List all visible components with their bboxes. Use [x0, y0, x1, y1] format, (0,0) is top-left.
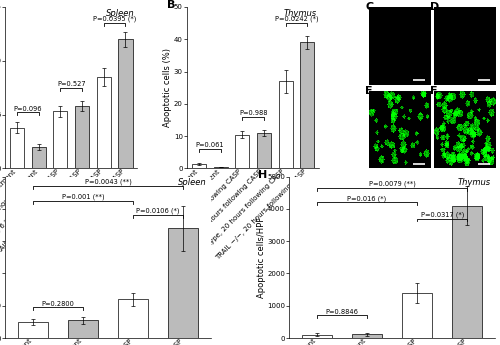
Text: Spleen: Spleen — [178, 178, 207, 187]
Bar — [75, 106, 89, 168]
Text: P=0.8846: P=0.8846 — [326, 309, 358, 315]
Bar — [118, 39, 132, 168]
Text: P=0.001 (**): P=0.001 (**) — [62, 194, 104, 200]
Text: F: F — [430, 86, 438, 96]
Text: P=0.096: P=0.096 — [14, 106, 42, 111]
Bar — [352, 334, 382, 338]
Text: P=0.016 (*): P=0.016 (*) — [348, 195, 387, 201]
Text: P=0.0317 (*): P=0.0317 (*) — [420, 211, 464, 218]
Text: P=0.527: P=0.527 — [57, 81, 86, 87]
Text: Thymus: Thymus — [458, 178, 491, 187]
Bar — [302, 335, 332, 338]
Y-axis label: Apoptotic cells/HPF: Apoptotic cells/HPF — [256, 217, 266, 298]
Bar — [214, 167, 228, 168]
Bar — [54, 111, 68, 168]
Bar — [68, 320, 98, 338]
Bar — [10, 128, 24, 168]
Text: P=0.061: P=0.061 — [196, 142, 224, 148]
Text: D: D — [430, 2, 440, 12]
Bar — [96, 77, 111, 168]
Bar — [402, 293, 432, 338]
Bar — [278, 81, 293, 168]
Bar — [118, 299, 148, 338]
Text: P=0.0395 (*): P=0.0395 (*) — [93, 16, 136, 22]
Bar — [32, 147, 46, 168]
Bar — [18, 322, 48, 338]
Text: P=0.0106 (*): P=0.0106 (*) — [136, 208, 180, 215]
Text: B: B — [167, 0, 175, 10]
Y-axis label: Apoptotic cells (%): Apoptotic cells (%) — [164, 48, 172, 127]
Bar — [300, 42, 314, 168]
Text: P=0.988: P=0.988 — [239, 110, 268, 116]
Bar — [452, 206, 482, 338]
Text: Thymus: Thymus — [284, 9, 316, 18]
Text: P=0.0043 (**): P=0.0043 (**) — [84, 179, 132, 185]
Bar — [257, 133, 271, 168]
Text: C: C — [365, 2, 374, 12]
Text: Spleen: Spleen — [106, 9, 135, 18]
Bar — [192, 164, 206, 168]
Text: H: H — [258, 170, 268, 180]
Bar — [235, 135, 250, 168]
Bar — [168, 228, 198, 338]
Text: P=0.0242 (*): P=0.0242 (*) — [275, 16, 318, 22]
Text: P=0.0079 (**): P=0.0079 (**) — [368, 180, 416, 187]
Text: P=0.2800: P=0.2800 — [42, 300, 74, 306]
Text: E: E — [365, 86, 373, 96]
